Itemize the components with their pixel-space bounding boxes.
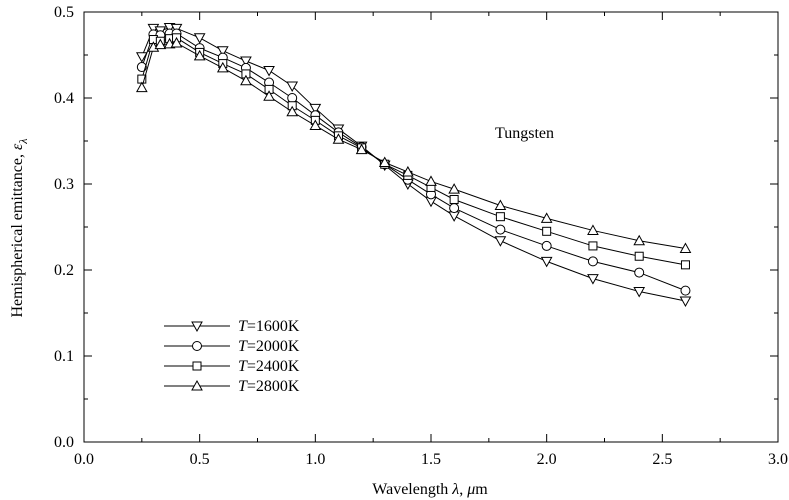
x-tick-label: 1.5 <box>421 451 441 468</box>
x-tick-label: 0.0 <box>74 451 94 468</box>
y-tick-label: 0.1 <box>54 348 74 365</box>
data-point <box>425 175 437 186</box>
data-point <box>216 61 229 73</box>
data-point <box>193 33 206 44</box>
y-tick-label: 0.0 <box>54 434 74 451</box>
data-point <box>541 240 552 251</box>
data-point <box>286 81 299 92</box>
legend-marker <box>192 341 202 351</box>
data-point <box>633 287 646 298</box>
series-2800k <box>135 36 692 253</box>
legend-label: T=1600K <box>238 318 300 335</box>
axes-frame <box>83 11 779 443</box>
data-point <box>542 226 552 236</box>
y-tick-label: 0.4 <box>54 90 74 107</box>
x-tick-label: 1.0 <box>305 451 325 468</box>
data-point <box>587 224 599 235</box>
data-series <box>135 22 692 307</box>
data-point <box>494 236 507 247</box>
y-axis-title: Hemispherical emittance, ελ <box>9 139 30 318</box>
annotation-tungsten: Tungsten <box>495 125 554 142</box>
data-point <box>634 267 645 278</box>
x-tick-label: 2.5 <box>652 451 672 468</box>
data-point <box>378 156 391 167</box>
x-tick-label: 3.0 <box>768 451 788 468</box>
data-point <box>263 65 275 77</box>
legend-label: T=2000K <box>238 338 300 355</box>
legend-marker <box>191 379 203 391</box>
data-point <box>448 183 460 194</box>
data-point <box>449 194 459 204</box>
legend: T=1600K T=2000K T=2400K T=2800K <box>164 318 300 395</box>
data-point <box>309 103 322 115</box>
y-tick-label: 0.5 <box>54 4 74 21</box>
legend-entry: T=1600K <box>164 318 300 335</box>
data-point <box>216 46 229 57</box>
legend-marker <box>192 361 202 371</box>
data-point <box>402 165 414 177</box>
data-point <box>495 224 506 235</box>
data-point <box>135 52 148 63</box>
axis-ticks: 0.0 0.5 1.0 1.5 2.0 2.5 3.0 0.0 0.1 0.2 0.3 0.4 0.5 <box>54 4 788 468</box>
data-point <box>633 234 646 246</box>
data-point <box>170 36 183 48</box>
data-point <box>135 81 148 93</box>
data-point <box>154 38 167 50</box>
data-point <box>680 285 691 296</box>
legend-entry: T=2400K <box>164 358 300 375</box>
legend-marker <box>191 321 203 333</box>
x-tick-label: 2.0 <box>537 451 557 468</box>
plot-frame <box>83 11 779 443</box>
data-point <box>193 49 206 61</box>
x-tick-label: 0.5 <box>190 451 210 468</box>
data-point <box>355 143 368 155</box>
data-point <box>136 62 147 73</box>
data-point <box>540 256 553 268</box>
y-tick-label: 0.3 <box>54 176 74 193</box>
data-point <box>287 93 298 103</box>
data-point <box>679 242 692 253</box>
data-point <box>540 212 553 223</box>
data-point <box>495 212 505 222</box>
data-point <box>449 203 460 214</box>
series-line <box>141 42 686 249</box>
data-point <box>587 274 599 285</box>
data-point <box>679 296 692 307</box>
x-axis-title: Wavelength λ, μm <box>372 481 488 498</box>
data-point <box>332 133 345 144</box>
data-point <box>309 119 322 131</box>
data-point <box>494 199 507 210</box>
data-point <box>448 211 460 222</box>
data-point <box>634 251 644 261</box>
legend-label: T=2400K <box>238 358 300 375</box>
data-point <box>286 105 299 117</box>
data-point <box>680 260 690 270</box>
data-point <box>240 74 252 86</box>
legend-entry: T=2000K <box>164 338 300 355</box>
data-point <box>587 256 598 267</box>
y-tick-label: 0.2 <box>54 262 74 279</box>
data-point <box>263 90 275 101</box>
data-point <box>588 241 598 251</box>
legend-entry: T=2800K <box>164 378 300 395</box>
data-point <box>240 56 252 68</box>
legend-label: T=2800K <box>238 378 300 395</box>
